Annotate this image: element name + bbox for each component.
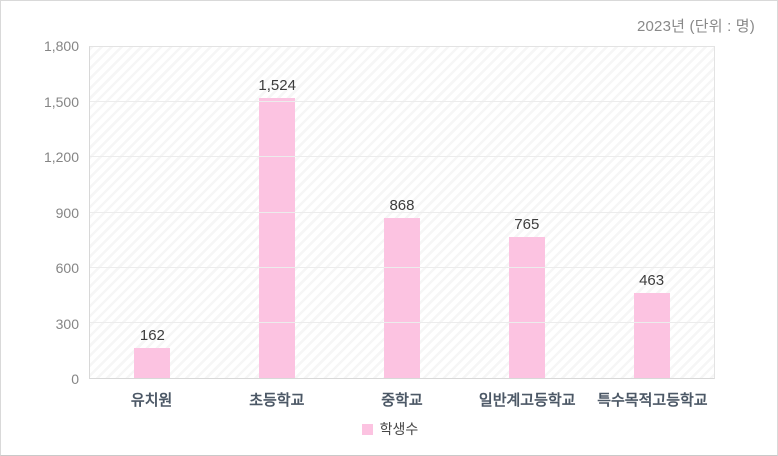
y-axis-tick-label: 1,200: [43, 149, 79, 165]
bar-value-label: 1,524: [258, 76, 296, 94]
chart-title: 2023년 (단위 : 명): [636, 18, 755, 35]
plot-area: 162 1,524 868 765 463: [89, 46, 715, 379]
bar-slot: 463: [589, 47, 714, 378]
bar-유치원[interactable]: [134, 348, 171, 378]
legend-label: 학생수: [379, 421, 419, 437]
bar-초등학교[interactable]: [259, 97, 296, 378]
x-axis-category-row: 유치원 초등학교 중학교 일반계고등학교 특수목적고등학교: [89, 389, 715, 410]
y-axis-tick-label: 0: [71, 371, 79, 387]
bar-value-label: 765: [514, 216, 540, 234]
y-axis-tick-label: 300: [55, 315, 79, 332]
bar-slot: 868: [340, 47, 465, 378]
bar-value-label: 463: [639, 271, 665, 289]
bar-value-label: 162: [139, 327, 165, 345]
y-axis-tick-label: 900: [55, 204, 79, 221]
category-label: 초등학교: [249, 392, 305, 409]
gridline: [90, 211, 714, 213]
legend[interactable]: 학생수: [1, 419, 778, 439]
gridline: [90, 156, 714, 158]
gridline: [90, 101, 714, 103]
y-axis-tick-label: 600: [55, 260, 79, 276]
gridline: [90, 266, 714, 268]
y-axis: 0 300 600 900 1,200 1,500 1,800: [1, 38, 79, 387]
bar-slot: 765: [464, 47, 589, 378]
bar-중학교[interactable]: [383, 218, 420, 378]
category-label: 중학교: [381, 392, 423, 409]
bar-특수목적고등학교[interactable]: [633, 292, 670, 378]
bars-row: 162 1,524 868 765 463: [90, 47, 714, 378]
bar-일반계고등학교[interactable]: [508, 237, 545, 378]
bar-value-label: 868: [389, 197, 415, 215]
y-axis-tick-label: 1,800: [43, 38, 79, 54]
bar-slot: 162: [90, 47, 215, 378]
category-label: 특수목적고등학교: [597, 392, 708, 409]
y-axis-tick-label: 1,500: [43, 93, 79, 110]
legend-swatch-icon: [361, 423, 373, 435]
bar-slot: 1,524: [215, 47, 340, 378]
category-label: 유치원: [130, 392, 173, 409]
gridline: [90, 321, 714, 323]
category-label: 일반계고등학교: [478, 392, 576, 409]
